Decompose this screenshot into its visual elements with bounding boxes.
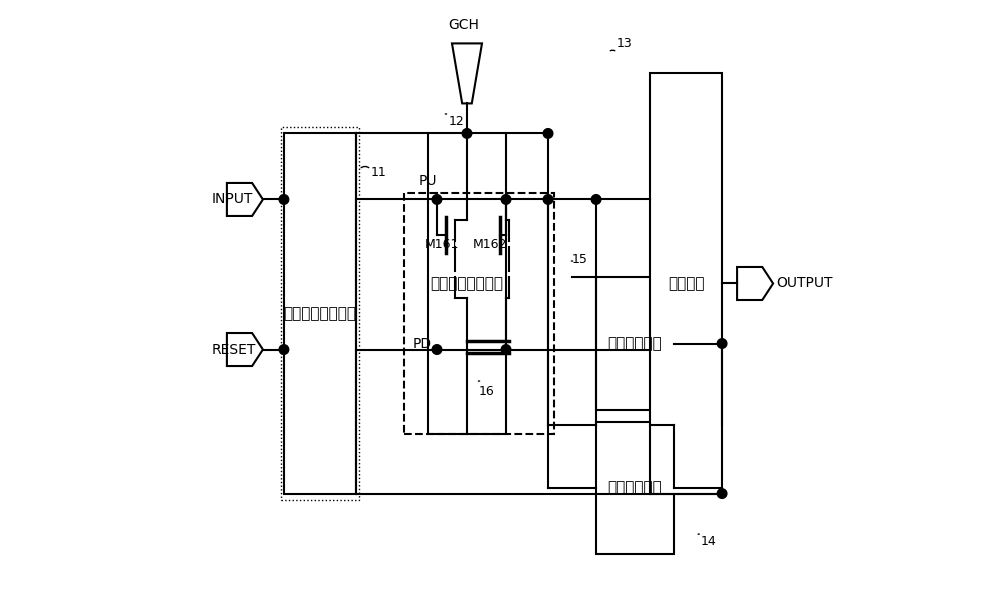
Text: 16: 16 xyxy=(479,385,495,398)
Text: INPUT: INPUT xyxy=(212,192,253,206)
Text: PD: PD xyxy=(413,336,432,350)
Text: 输出单元: 输出单元 xyxy=(668,276,704,291)
FancyBboxPatch shape xyxy=(596,277,674,409)
Circle shape xyxy=(432,195,442,204)
Polygon shape xyxy=(227,183,263,216)
Circle shape xyxy=(432,345,442,355)
Text: 13: 13 xyxy=(617,37,633,50)
Text: 12: 12 xyxy=(449,115,465,128)
Text: 11: 11 xyxy=(371,166,387,179)
Circle shape xyxy=(591,195,601,204)
Circle shape xyxy=(543,195,553,204)
Text: M161: M161 xyxy=(425,238,459,251)
Text: PU: PU xyxy=(419,174,437,189)
Circle shape xyxy=(717,339,727,349)
Text: 14: 14 xyxy=(701,535,717,548)
Circle shape xyxy=(501,195,511,204)
Text: GCH: GCH xyxy=(449,19,479,33)
Text: 上拉节点控制单元: 上拉节点控制单元 xyxy=(283,306,356,321)
Text: 显示存储单元: 显示存储单元 xyxy=(608,480,662,495)
Text: 补偿存储单元: 补偿存储单元 xyxy=(608,336,662,351)
Text: 下拉节点控制单元: 下拉节点控制单元 xyxy=(430,276,503,291)
FancyBboxPatch shape xyxy=(596,421,674,554)
FancyBboxPatch shape xyxy=(284,133,356,494)
Polygon shape xyxy=(452,43,482,104)
Text: RESET: RESET xyxy=(212,343,256,356)
Text: OUTPUT: OUTPUT xyxy=(776,277,833,291)
FancyBboxPatch shape xyxy=(650,74,722,494)
Polygon shape xyxy=(227,333,263,366)
Circle shape xyxy=(462,128,472,138)
Circle shape xyxy=(717,489,727,498)
Text: M162: M162 xyxy=(473,238,507,251)
Circle shape xyxy=(279,195,289,204)
Circle shape xyxy=(543,128,553,138)
Circle shape xyxy=(501,345,511,355)
Polygon shape xyxy=(737,267,773,300)
FancyBboxPatch shape xyxy=(428,133,506,434)
Text: 15: 15 xyxy=(572,253,588,266)
Circle shape xyxy=(279,345,289,355)
